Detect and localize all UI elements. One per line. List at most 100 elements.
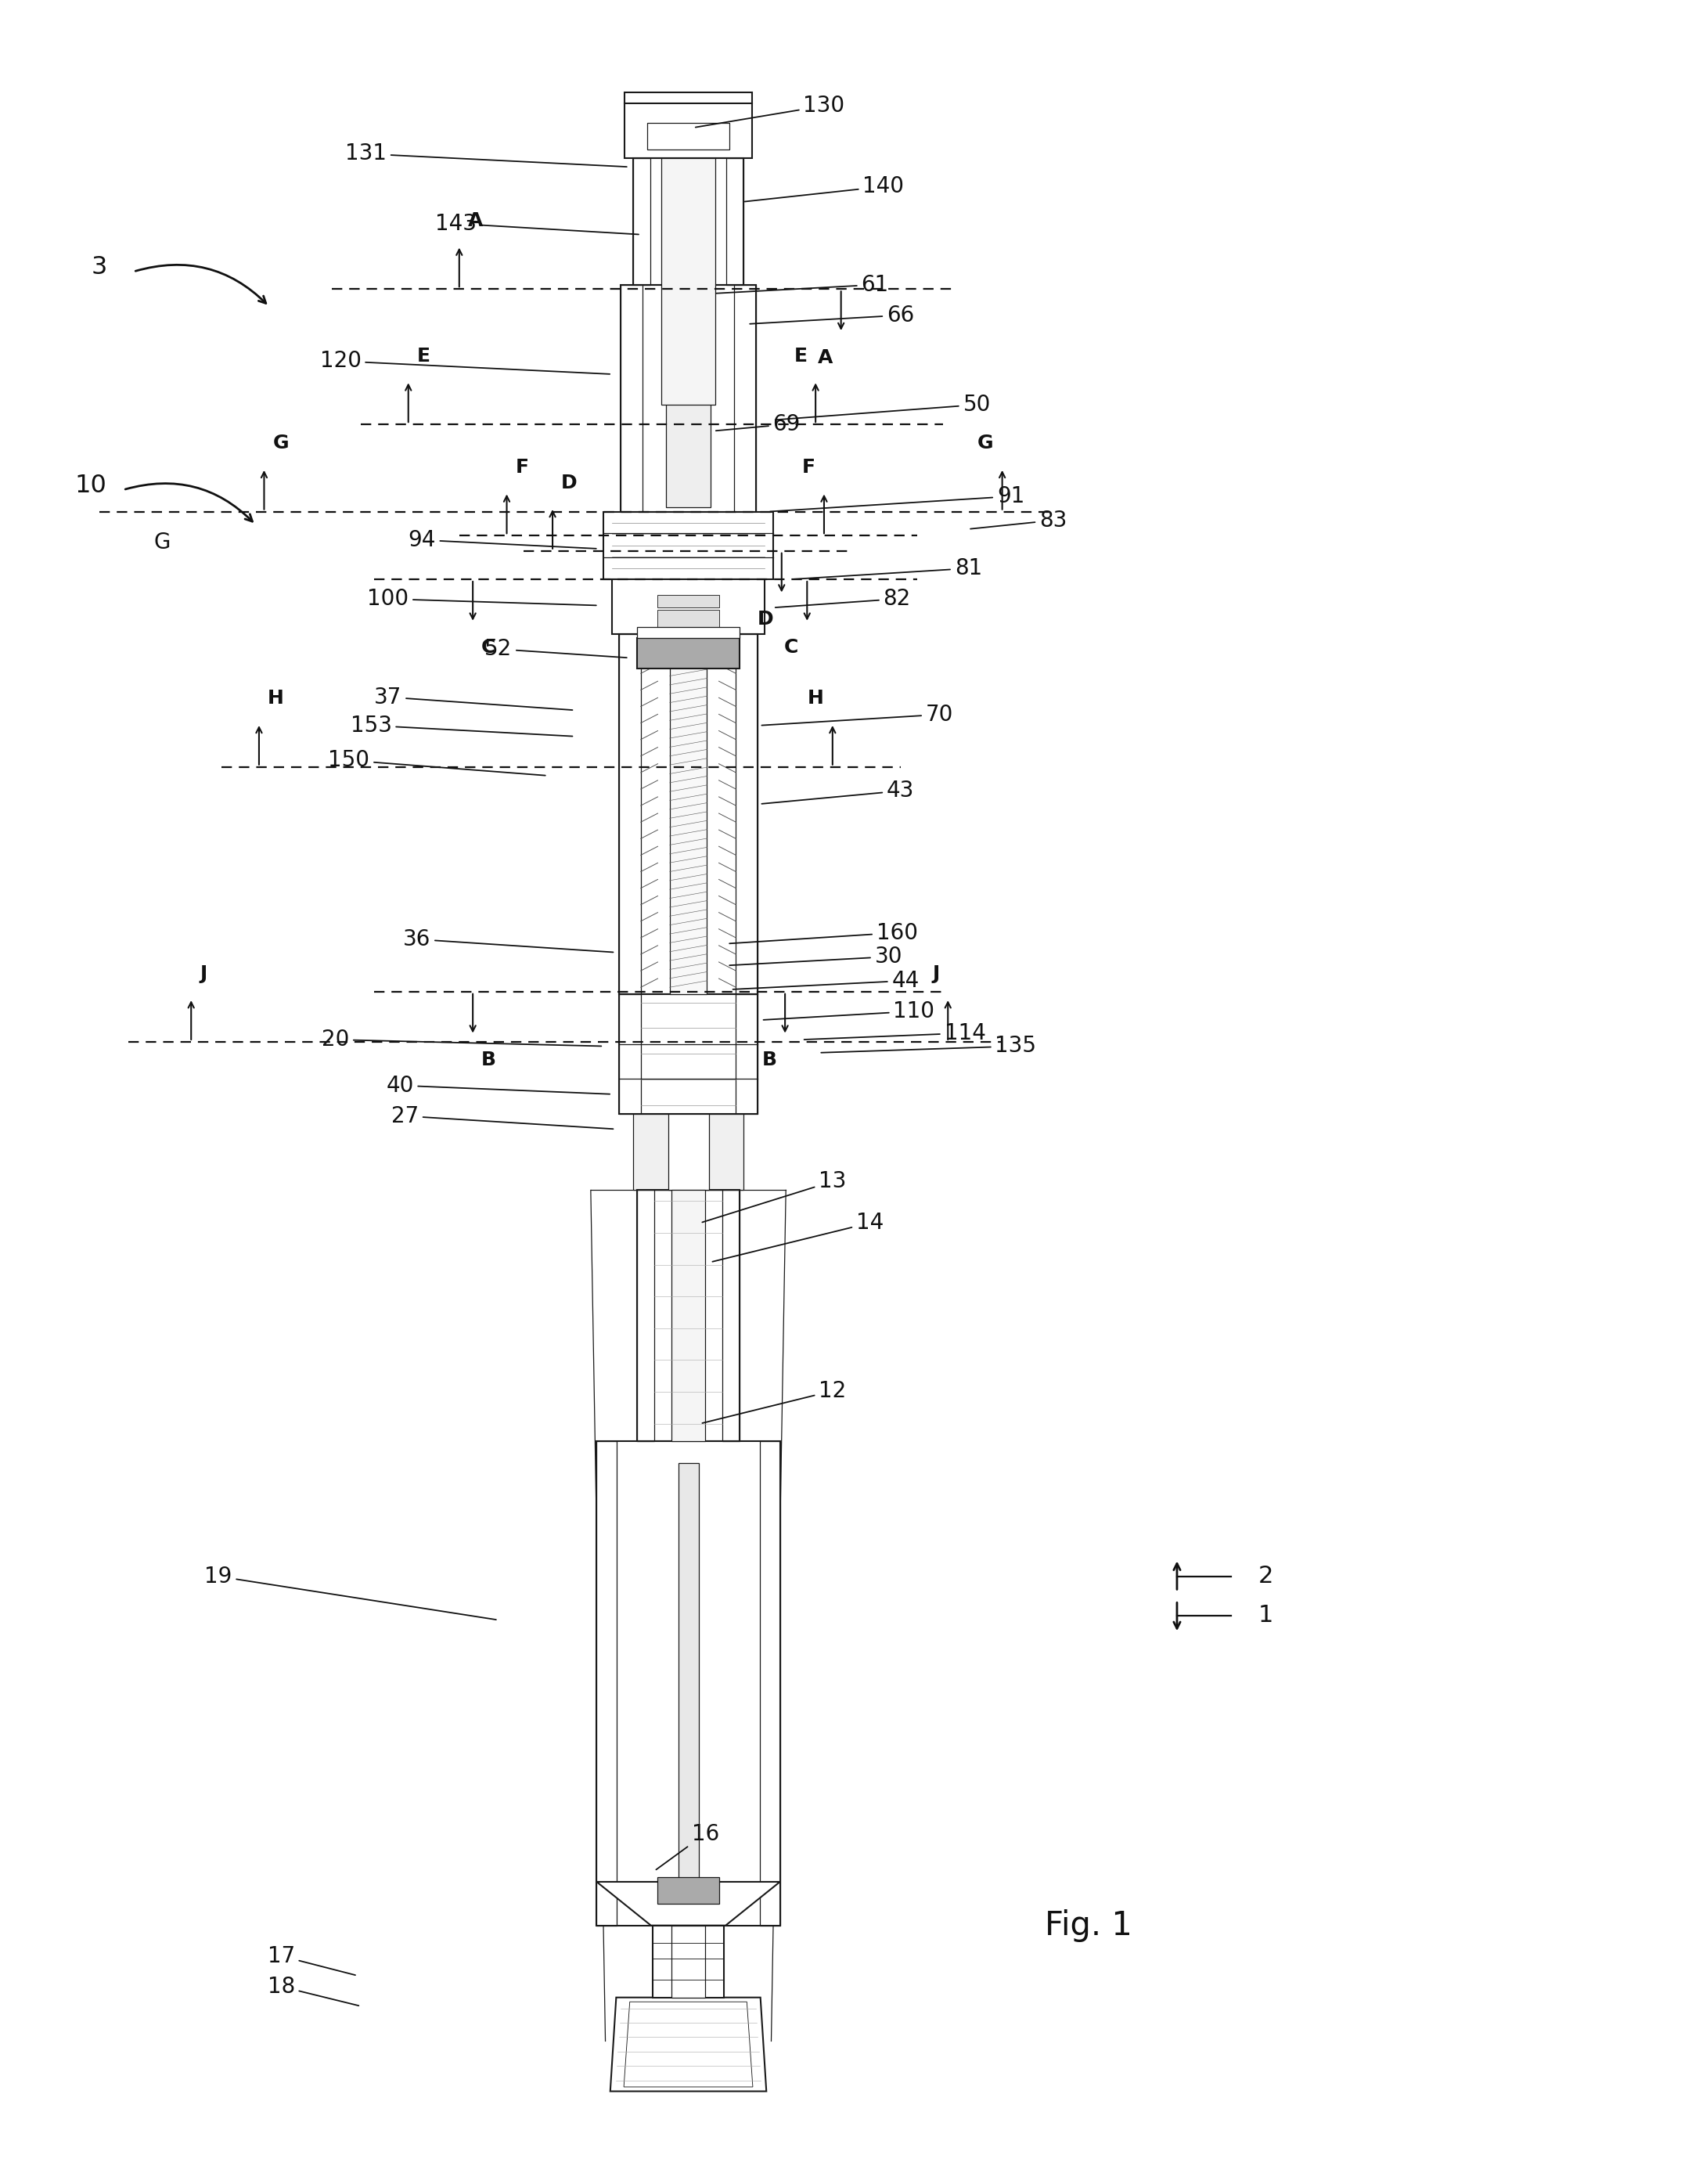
Text: 37: 37 xyxy=(374,686,573,710)
Bar xyxy=(634,1114,744,1190)
Text: 135: 135 xyxy=(821,1035,1036,1057)
Bar xyxy=(652,1926,724,1998)
Bar xyxy=(620,284,642,511)
Text: 130: 130 xyxy=(695,94,844,127)
Text: 12: 12 xyxy=(702,1380,846,1424)
Bar xyxy=(647,122,729,149)
Bar xyxy=(668,1114,708,1190)
Bar xyxy=(596,1441,780,1926)
Text: 20: 20 xyxy=(321,1029,601,1051)
Text: H: H xyxy=(267,690,284,708)
Bar xyxy=(736,633,758,994)
Text: 120: 120 xyxy=(319,349,610,373)
Bar xyxy=(658,609,719,627)
Text: 16: 16 xyxy=(656,1824,719,1870)
Bar xyxy=(736,994,758,1114)
Bar xyxy=(678,1463,698,1883)
Text: G: G xyxy=(272,435,289,452)
Bar xyxy=(727,157,744,284)
Text: 66: 66 xyxy=(749,304,914,325)
Text: A: A xyxy=(467,212,483,229)
Text: 44: 44 xyxy=(732,970,919,992)
Bar xyxy=(759,1441,780,1926)
Bar xyxy=(661,157,715,404)
Bar xyxy=(637,638,739,668)
Text: G: G xyxy=(977,435,994,452)
Polygon shape xyxy=(596,1883,780,1926)
Bar xyxy=(634,157,651,284)
Bar xyxy=(669,633,707,994)
Bar xyxy=(618,994,641,1114)
Text: 69: 69 xyxy=(715,413,800,435)
Text: J: J xyxy=(199,963,207,983)
Bar xyxy=(661,157,715,404)
Bar xyxy=(618,994,641,1114)
Text: D: D xyxy=(561,474,578,491)
Bar xyxy=(722,1190,739,1441)
Bar xyxy=(625,92,753,157)
Text: C: C xyxy=(481,638,496,657)
Text: G: G xyxy=(155,531,170,553)
Text: 82: 82 xyxy=(775,587,911,609)
Text: 140: 140 xyxy=(744,175,904,201)
Text: 14: 14 xyxy=(712,1212,883,1262)
Text: 83: 83 xyxy=(970,509,1067,531)
Text: 19: 19 xyxy=(204,1566,496,1621)
Text: 143: 143 xyxy=(435,212,639,234)
Text: 150: 150 xyxy=(328,749,545,775)
Bar xyxy=(620,284,642,511)
Bar xyxy=(612,579,632,633)
Bar xyxy=(634,157,744,284)
Bar xyxy=(666,288,710,507)
Text: F: F xyxy=(802,459,816,476)
Text: C: C xyxy=(785,638,799,657)
Text: E: E xyxy=(793,347,807,365)
Text: 2: 2 xyxy=(1259,1566,1274,1588)
Text: D: D xyxy=(758,609,773,629)
Bar xyxy=(734,284,756,511)
Bar xyxy=(618,633,758,994)
Bar xyxy=(634,1114,744,1190)
Bar xyxy=(603,511,629,579)
Bar xyxy=(637,1190,739,1441)
Text: 70: 70 xyxy=(761,703,953,725)
Text: 110: 110 xyxy=(763,1000,934,1022)
Text: 160: 160 xyxy=(729,922,917,943)
Text: 100: 100 xyxy=(367,587,596,609)
Bar xyxy=(722,1190,739,1441)
Bar xyxy=(637,1190,654,1441)
Text: 131: 131 xyxy=(345,142,627,166)
Text: 91: 91 xyxy=(770,485,1024,511)
Text: 18: 18 xyxy=(267,1977,358,2005)
Text: 10: 10 xyxy=(75,474,107,498)
Text: E: E xyxy=(416,347,430,365)
Polygon shape xyxy=(610,1998,766,2092)
Text: B: B xyxy=(481,1051,496,1070)
Bar xyxy=(596,1441,617,1926)
Bar xyxy=(634,157,651,284)
Bar xyxy=(637,627,739,638)
Bar xyxy=(736,633,758,994)
Text: H: H xyxy=(807,690,824,708)
Bar xyxy=(603,511,773,579)
Text: 36: 36 xyxy=(403,928,613,952)
Bar xyxy=(620,284,756,511)
Bar xyxy=(671,1190,705,1441)
Text: 17: 17 xyxy=(267,1946,355,1974)
Text: 13: 13 xyxy=(702,1171,846,1223)
Bar xyxy=(658,1878,719,1904)
Bar xyxy=(748,511,773,579)
Text: J: J xyxy=(933,963,940,983)
Text: 50: 50 xyxy=(775,393,991,419)
Text: 52: 52 xyxy=(484,638,627,660)
Bar xyxy=(748,511,773,579)
Bar xyxy=(612,579,765,633)
Text: 3: 3 xyxy=(92,256,107,280)
Bar xyxy=(671,1926,705,1998)
Text: 1: 1 xyxy=(1259,1605,1274,1627)
Bar xyxy=(727,157,744,284)
Text: F: F xyxy=(515,459,528,476)
Bar xyxy=(734,284,756,511)
Text: 153: 153 xyxy=(350,714,573,736)
Text: 94: 94 xyxy=(408,529,596,550)
